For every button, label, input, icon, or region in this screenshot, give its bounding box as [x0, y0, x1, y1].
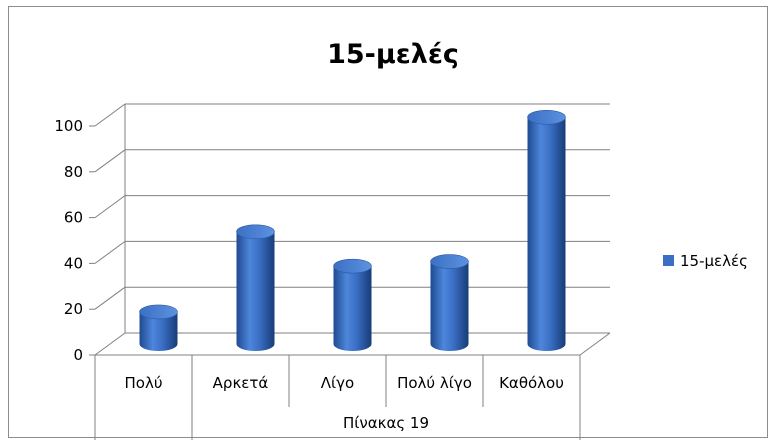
y-tick-label: 100 [54, 117, 83, 135]
bar [527, 109, 566, 352]
y-tick-label: 80 [64, 163, 83, 181]
chart-title: 15-μελές [327, 39, 459, 70]
bar-body [333, 266, 372, 352]
bar-body [139, 311, 178, 351]
y-tick-label: 0 [73, 346, 83, 364]
bar-top [236, 224, 275, 240]
x-tick-label: Αρκετά [213, 374, 269, 392]
floor-side-edge [579, 332, 611, 356]
chart-frame [8, 6, 768, 438]
bar-top [527, 109, 566, 125]
bar [139, 304, 178, 351]
y-tick-label: 60 [64, 209, 83, 227]
legend-label: 15-μελές [680, 252, 748, 270]
gridline-wall [94, 332, 126, 356]
bar-top [139, 304, 178, 320]
y-tick-label: 20 [64, 300, 83, 318]
legend: 15-μελές [663, 252, 748, 270]
legend-swatch [663, 255, 674, 266]
x-tick-label: Πολύ [124, 374, 162, 392]
y-tick-label: 40 [64, 254, 83, 272]
bar [333, 258, 372, 352]
bars [139, 109, 566, 352]
bar [430, 254, 469, 352]
gridline-wall [94, 149, 126, 173]
bar-top [430, 254, 469, 269]
bar [236, 224, 275, 352]
gridline-wall [94, 240, 126, 264]
x-tick-label: Λίγο [321, 374, 354, 392]
bar-body [430, 261, 469, 352]
bar-body [236, 231, 275, 352]
gridline-wall [94, 286, 126, 310]
x-tick-label: Καθόλου [499, 374, 564, 392]
bar-body [527, 117, 566, 352]
bar-top [333, 258, 372, 274]
group-label: Πίνακας 19 [343, 414, 429, 432]
axes: 0 20 40 60 80 100 Πολύ Αρκετά Λίγο Πολύ λίγο Καθόλ… [54, 117, 581, 440]
gridline-wall [94, 195, 126, 219]
x-tick-label: Πολύ λίγο [397, 374, 472, 392]
gridline-wall [94, 103, 126, 127]
